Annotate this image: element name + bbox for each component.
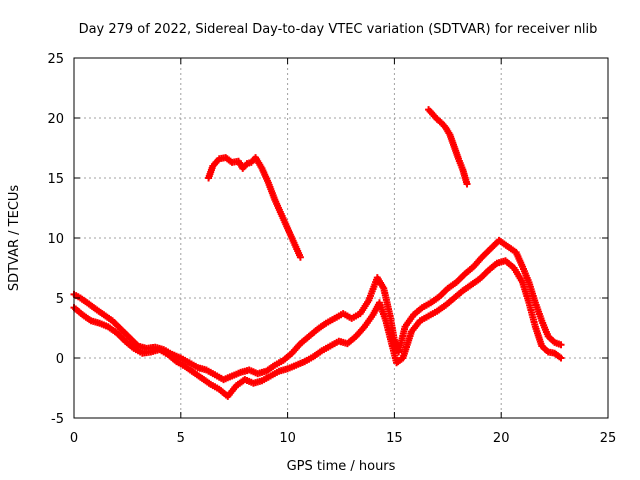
data-point-marker [296, 253, 304, 261]
x-tick-label: 5 [177, 431, 185, 446]
y-tick-label: 0 [56, 352, 64, 367]
y-tick-label: 10 [47, 232, 64, 247]
y-tick-label: -5 [51, 412, 64, 427]
x-tick-label: 20 [493, 431, 510, 446]
data-point-marker [557, 341, 565, 349]
series-arc-b [425, 106, 471, 188]
y-tick-label: 15 [47, 172, 64, 187]
y-tick-label: 5 [56, 292, 64, 307]
x-tick-label: 0 [70, 431, 78, 446]
axis-ticks: 0 5 10 15 20 25 -5 0 5 10 15 20 25 [47, 52, 616, 446]
data-points [70, 106, 565, 400]
gridlines [74, 58, 608, 418]
x-tick-label: 10 [279, 431, 296, 446]
chart-title: Day 279 of 2022, Sidereal Day-to-day VTE… [79, 22, 598, 37]
series-arc-a [205, 154, 304, 261]
x-tick-label: 25 [600, 431, 617, 446]
y-tick-label: 20 [47, 112, 64, 127]
y-axis-label: SDTVAR / TECUs [7, 185, 22, 292]
series-main-track-upper [70, 236, 565, 384]
data-point-marker [557, 354, 565, 362]
series-main-track-lower [70, 257, 565, 400]
y-tick-label: 25 [47, 52, 64, 67]
data-point-marker [463, 180, 471, 188]
x-tick-label: 15 [386, 431, 403, 446]
x-axis-label: GPS time / hours [287, 459, 396, 474]
